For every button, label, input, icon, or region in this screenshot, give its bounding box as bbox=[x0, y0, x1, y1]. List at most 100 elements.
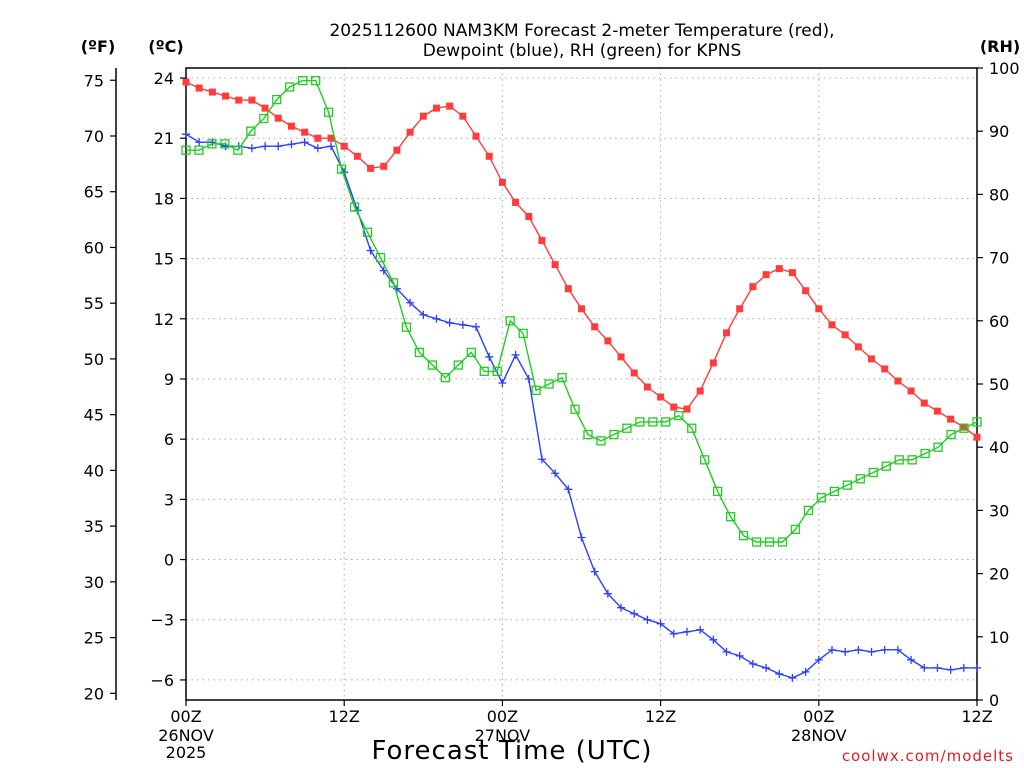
dewpoint-point bbox=[406, 298, 415, 307]
rh-point bbox=[946, 429, 956, 440]
rh-point bbox=[492, 366, 502, 377]
dewpoint-point bbox=[458, 320, 467, 329]
dewpoint-point bbox=[432, 314, 441, 323]
rh-point bbox=[259, 113, 269, 124]
dewpoint-point bbox=[656, 619, 665, 628]
rh-point bbox=[920, 448, 930, 459]
celsius-tick-label: 21 bbox=[154, 129, 174, 148]
rh-series bbox=[181, 75, 982, 547]
time-tick-label: 00Z bbox=[803, 707, 834, 726]
rh-point bbox=[764, 537, 775, 547]
rh-point bbox=[933, 442, 943, 452]
rh-tick-label: 50 bbox=[989, 375, 1009, 394]
dewpoint-point bbox=[893, 645, 902, 654]
time-tick-label: 12Z bbox=[961, 707, 992, 726]
rh-point bbox=[622, 423, 632, 433]
dewpoint-point bbox=[973, 663, 981, 672]
dewpoint-point bbox=[300, 138, 309, 147]
2-meter-temperature-point bbox=[578, 305, 585, 313]
2-meter-temperature-point bbox=[868, 355, 876, 363]
dewpoint-point bbox=[880, 645, 889, 654]
2-meter-temperature-point bbox=[762, 271, 770, 279]
dewpoint-point bbox=[709, 635, 718, 644]
celsius-tick-label: 18 bbox=[154, 189, 174, 208]
rh-point bbox=[414, 347, 425, 358]
rh-tick-label: 30 bbox=[989, 501, 1009, 520]
celsius-tick-label: 0 bbox=[164, 551, 174, 570]
2-meter-temperature-point bbox=[538, 237, 546, 245]
2-meter-temperature-point bbox=[274, 114, 282, 122]
dewpoint-point bbox=[643, 615, 652, 624]
rh-point bbox=[453, 360, 463, 370]
rh-point bbox=[311, 75, 321, 86]
2-meter-temperature-point bbox=[406, 128, 414, 136]
rh-point bbox=[881, 461, 891, 471]
rh-tick-label: 0 bbox=[989, 691, 999, 710]
dewpoint-point bbox=[669, 629, 678, 638]
rh-point bbox=[505, 316, 515, 326]
dewpoint-point bbox=[247, 144, 256, 153]
2-meter-temperature-point bbox=[498, 178, 506, 186]
2-meter-temperature-point bbox=[973, 433, 981, 441]
dewpoint-point bbox=[195, 138, 204, 147]
fahrenheit-tick-label: 75 bbox=[84, 71, 104, 90]
dewpoint-point bbox=[748, 659, 757, 668]
2-meter-temperature-point bbox=[841, 331, 849, 339]
rh-point bbox=[713, 486, 723, 497]
dewpoint-point bbox=[564, 485, 573, 494]
2-meter-temperature-point bbox=[195, 84, 203, 92]
dewpoint-point bbox=[682, 627, 691, 636]
2-meter-temperature-point bbox=[432, 104, 440, 112]
rh-point bbox=[427, 360, 438, 370]
dewpoint-point bbox=[775, 669, 784, 678]
2-meter-temperature-point bbox=[287, 122, 295, 130]
dewpoint-point bbox=[366, 246, 375, 255]
fahrenheit-tick-label: 35 bbox=[84, 517, 104, 536]
2-meter-temperature-point bbox=[947, 415, 955, 423]
fahrenheit-tick-label: 20 bbox=[84, 684, 104, 703]
chart-title-line-2: Dewpoint (blue), RH (green) for KPNS bbox=[423, 41, 741, 61]
rh-point bbox=[401, 322, 412, 332]
series-layer bbox=[181, 75, 982, 682]
2-meter-temperature-point bbox=[854, 343, 862, 351]
rh-point bbox=[220, 139, 230, 149]
rh-point bbox=[246, 126, 256, 136]
rh-tick-label: 40 bbox=[989, 438, 1009, 457]
fahrenheit-tick-label: 25 bbox=[84, 629, 104, 648]
rh-point bbox=[868, 467, 878, 478]
2-meter-temperature-point bbox=[525, 212, 533, 220]
dewpoint-point bbox=[524, 374, 533, 383]
rh-line bbox=[186, 79, 978, 543]
credit-label: coolwx.com/modelts bbox=[842, 747, 1014, 765]
2-meter-temperature-point bbox=[261, 104, 269, 112]
rh-point bbox=[570, 404, 580, 414]
time-tick-label: 00Z bbox=[487, 707, 518, 726]
dewpoint-point bbox=[472, 322, 481, 331]
time-tick-label: 12Z bbox=[645, 707, 676, 726]
2-meter-temperature-point bbox=[617, 353, 625, 361]
rh-point bbox=[375, 252, 386, 263]
rh-point bbox=[648, 417, 658, 427]
dewpoint-point bbox=[854, 645, 863, 654]
2-meter-temperature-point bbox=[788, 269, 796, 277]
celsius-unit-label: (ºC) bbox=[148, 37, 183, 56]
rh-tick-label: 60 bbox=[989, 312, 1009, 331]
fahrenheit-tick-label: 45 bbox=[84, 406, 104, 425]
dewpoint-point bbox=[511, 350, 520, 359]
rh-point bbox=[803, 505, 814, 516]
rh-point bbox=[336, 164, 347, 174]
2-meter-temperature-point bbox=[775, 265, 783, 273]
rh-point bbox=[609, 429, 619, 440]
rh-point bbox=[700, 455, 710, 465]
2-meter-temperature-point bbox=[881, 365, 889, 373]
2-meter-temperature-point bbox=[248, 96, 256, 104]
rh-point bbox=[181, 145, 191, 155]
2-meter-temperature-point bbox=[222, 92, 230, 100]
celsius-tick-label: −3 bbox=[150, 611, 174, 630]
rh-point bbox=[972, 417, 982, 427]
dewpoint-point bbox=[617, 603, 626, 612]
dewpoint-point bbox=[287, 140, 296, 149]
rh-point bbox=[687, 423, 697, 433]
2-meter-temperature-point bbox=[446, 102, 454, 110]
